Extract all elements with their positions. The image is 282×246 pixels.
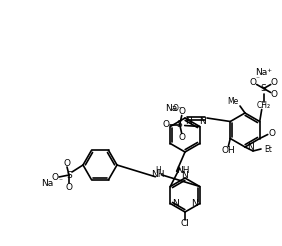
Text: O: O [162,120,169,129]
Text: S: S [177,120,183,129]
Text: O: O [52,172,58,182]
Text: Na: Na [41,179,53,187]
Text: NH: NH [152,170,165,179]
Text: N: N [247,143,254,153]
Text: O: O [270,90,277,99]
Text: S: S [66,170,72,180]
Text: O: O [63,158,70,168]
Text: ⁻: ⁻ [58,176,62,185]
Text: NH: NH [176,166,190,175]
Text: O⁻: O⁻ [173,104,183,113]
Text: Na⁺: Na⁺ [255,68,272,77]
Text: O: O [249,78,256,87]
Text: O: O [270,78,277,87]
Text: OH: OH [221,146,235,155]
Text: Me: Me [227,97,238,107]
Text: S: S [261,84,266,93]
Text: N: N [186,118,192,126]
Text: O: O [178,107,185,116]
Text: O: O [65,183,72,191]
Text: Et: Et [264,144,272,154]
Text: CH₂: CH₂ [257,101,271,110]
Text: N: N [172,199,179,208]
Text: H: H [155,166,161,175]
Text: Cl: Cl [180,219,190,229]
Text: O: O [268,129,275,138]
Text: O: O [178,133,185,142]
Text: N: N [200,118,206,126]
Text: N: N [182,171,188,181]
Text: Na: Na [166,104,178,113]
Text: ⁻: ⁻ [256,74,260,83]
Text: N: N [191,199,198,208]
